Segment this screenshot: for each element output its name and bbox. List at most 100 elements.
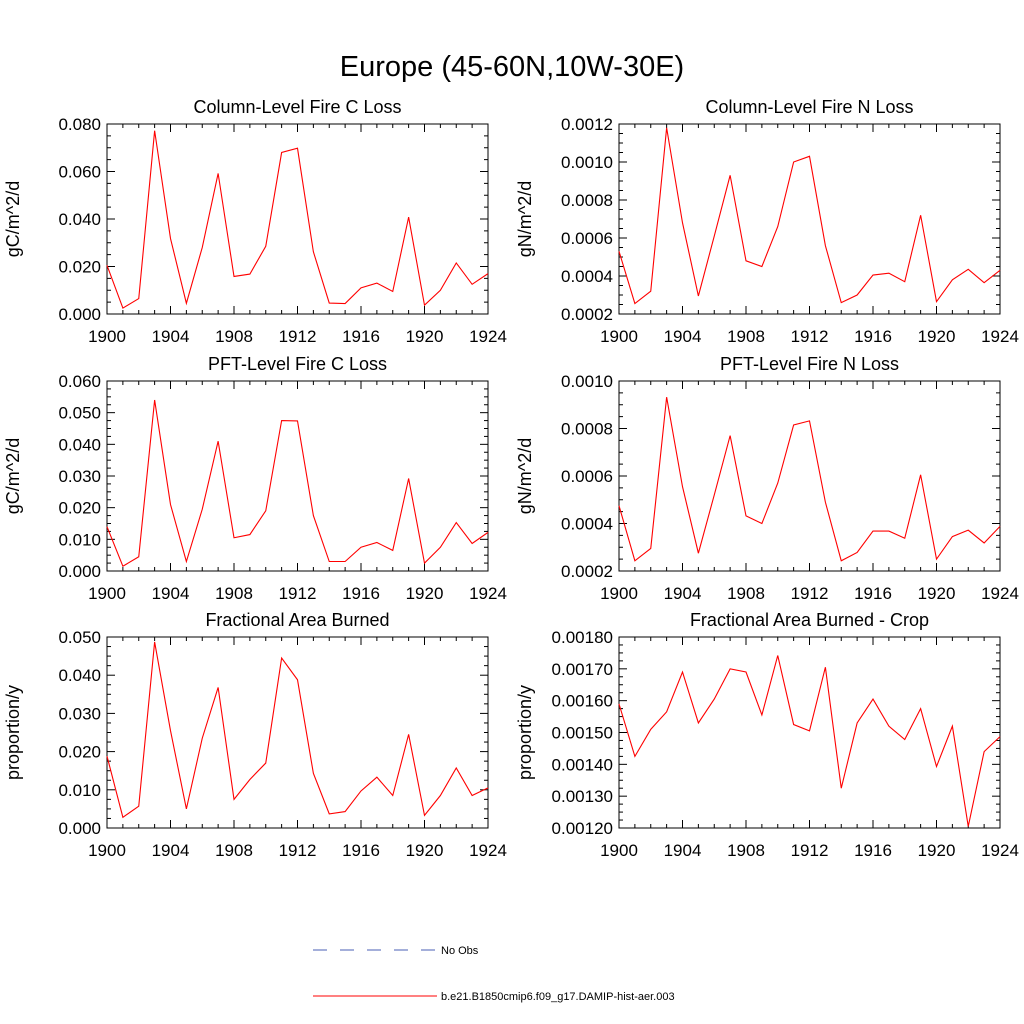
x-tick-label: 1920 [406,841,444,860]
x-tick-label: 1916 [854,841,892,860]
x-tick-label: 1916 [342,841,380,860]
x-tick-label: 1908 [727,327,765,346]
chart-title: Column-Level Fire N Loss [705,97,913,117]
y-tick-label: 0.00160 [552,692,613,711]
series-line [106,399,489,568]
x-tick-label: 1904 [152,841,190,860]
x-tick-label: 1908 [727,584,765,603]
y-tick-label: 0.00170 [552,660,613,679]
y-tick-label: 0.000 [58,305,101,324]
plot-frame [106,123,489,315]
y-tick-label: 0.050 [58,628,101,647]
y-tick-label: 0.0004 [561,515,613,534]
chart-panel-6: 1900 1904 1908 1912 1916 1920 1924 0.00120 0.001… [515,610,1019,860]
chart-title: PFT-Level Fire N Loss [720,354,899,374]
x-tick-label: 1900 [88,584,126,603]
x-tick-label: 1920 [406,327,444,346]
y-tick-label: 0.010 [58,781,101,800]
x-tick-label: 1920 [918,584,956,603]
y-tick-label: 0.050 [58,404,101,423]
chart-panels: 1900 1904 1908 1912 1916 1920 1924 0.000 0.020 0.… [3,97,1019,860]
x-tick-label: 1920 [406,584,444,603]
y-tick-label: 0.00130 [552,787,613,806]
legend: No Obs b.e21.B1850cmip6.f09_g17.DAMIP-hi… [313,945,675,1003]
chart-panel-3: 1900 1904 1908 1912 1916 1920 1924 0.000 0.010 0.… [3,354,507,603]
series-line [618,655,1001,827]
chart-panel-2: 1900 1904 1908 1912 1916 1920 1924 0.0002 0.0004… [515,97,1019,346]
x-tick-label: 1920 [918,327,956,346]
y-tick-label: 0.0010 [561,153,613,172]
plot-frame [618,380,1001,572]
x-tick-label: 1924 [981,327,1019,346]
y-tick-label: 0.030 [58,704,101,723]
x-tick-label: 1904 [152,327,190,346]
x-tick-label: 1916 [854,327,892,346]
y-tick-label: 0.040 [58,210,101,229]
x-tick-label: 1908 [215,327,253,346]
y-tick-label: 0.00150 [552,724,613,743]
x-tick-label: 1924 [981,584,1019,603]
x-tick-label: 1912 [279,327,317,346]
chart-title: Fractional Area Burned [205,610,389,630]
y-tick-label: 0.0010 [561,372,613,391]
x-tick-label: 1904 [152,584,190,603]
y-tick-label: 0.000 [58,562,101,581]
x-tick-label: 1904 [664,327,702,346]
y-tick-label: 0.0002 [561,562,613,581]
y-tick-label: 0.030 [58,467,101,486]
y-tick-label: 0.040 [58,435,101,454]
x-tick-label: 1908 [215,584,253,603]
x-tick-label: 1912 [279,584,317,603]
y-tick-label: 0.020 [58,258,101,277]
x-tick-label: 1924 [469,327,507,346]
chart-panel-4: 1900 1904 1908 1912 1916 1920 1924 0.0002 0.0004… [515,354,1019,603]
y-tick-label: 0.0002 [561,305,613,324]
chart-title: Fractional Area Burned - Crop [690,610,929,630]
x-tick-label: 1924 [469,841,507,860]
chart-panel-1: 1900 1904 1908 1912 1916 1920 1924 0.000 0.020 0.… [3,97,507,346]
y-axis-label: proportion/y [515,685,535,780]
x-tick-label: 1912 [791,841,829,860]
series-line [618,397,1001,562]
legend-label-no-obs: No Obs [441,945,479,957]
y-tick-label: 0.0004 [561,267,613,286]
x-tick-label: 1916 [342,584,380,603]
y-tick-label: 0.000 [58,819,101,838]
x-tick-label: 1900 [600,841,638,860]
y-tick-label: 0.0006 [561,467,613,486]
y-tick-label: 0.060 [58,163,101,182]
x-tick-label: 1900 [600,584,638,603]
plot-frame [618,123,1001,315]
y-tick-label: 0.060 [58,372,101,391]
y-tick-label: 0.00120 [552,819,613,838]
y-tick-label: 0.00140 [552,755,613,774]
x-tick-label: 1912 [791,327,829,346]
x-tick-label: 1900 [600,327,638,346]
y-tick-label: 0.0008 [561,191,613,210]
chart-title: PFT-Level Fire C Loss [208,354,387,374]
y-tick-label: 0.010 [58,530,101,549]
x-tick-label: 1908 [727,841,765,860]
x-tick-label: 1912 [279,841,317,860]
chart-panel-5: 1900 1904 1908 1912 1916 1920 1924 0.000 0.010 0.… [3,610,507,860]
x-tick-label: 1920 [918,841,956,860]
x-tick-label: 1904 [664,841,702,860]
x-tick-label: 1916 [342,327,380,346]
x-tick-label: 1900 [88,327,126,346]
y-tick-label: 0.020 [58,743,101,762]
x-tick-label: 1916 [854,584,892,603]
y-tick-label: 0.00180 [552,628,613,647]
y-axis-label: gC/m^2/d [3,181,23,257]
y-axis-label: gN/m^2/d [515,181,535,257]
plot-frame [618,636,1001,829]
plot-frame [106,636,489,829]
x-tick-label: 1900 [88,841,126,860]
y-tick-label: 0.0006 [561,229,613,248]
x-tick-label: 1904 [664,584,702,603]
y-tick-label: 0.040 [58,666,101,685]
x-tick-label: 1908 [215,841,253,860]
chart-title: Column-Level Fire C Loss [193,97,401,117]
page-title: Europe (45-60N,10W-30E) [340,51,684,83]
y-tick-label: 0.0008 [561,420,613,439]
plot-frame [106,380,489,572]
